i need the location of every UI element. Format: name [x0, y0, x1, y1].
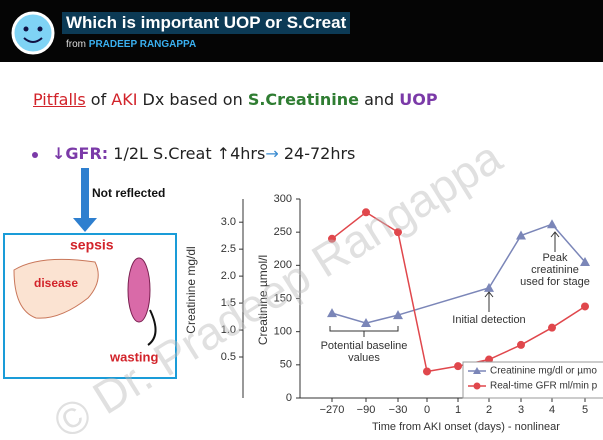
legend-marker [473, 367, 481, 374]
annotation-arrow [550, 231, 560, 252]
point [454, 362, 462, 371]
y-tick-label: 50 [280, 359, 292, 371]
heading-part: and [364, 90, 395, 109]
bullet-part: → [265, 144, 279, 163]
point [361, 318, 371, 328]
point [362, 208, 370, 217]
point [393, 310, 403, 320]
annotation: used for stage [520, 276, 590, 288]
y2-tick-label: 3.0 [221, 216, 236, 228]
author[interactable]: PRADEEP RANGAPPA [88, 39, 197, 50]
disease: disease [34, 276, 78, 290]
byline: from PRADEEP RANGAPPA [66, 39, 196, 50]
annotation: Initial detection [452, 314, 525, 326]
sepsis: sepsis [70, 237, 114, 253]
x-tick-label: 2 [486, 404, 492, 416]
diagram-box [3, 233, 177, 379]
y2-tick-label: 0.5 [221, 351, 236, 363]
x-tick-label: −90 [357, 404, 376, 416]
wasting: wasting [109, 349, 158, 364]
point [484, 282, 494, 292]
y-axis-label: Creatinine µmol/l [256, 255, 270, 345]
logo-eye [23, 26, 29, 32]
y2-tick-label: 2.5 [221, 243, 236, 255]
down-arrow [81, 168, 89, 218]
from: from [66, 39, 86, 50]
bracket [329, 326, 399, 337]
y2-tick-label: 2.0 [221, 270, 236, 282]
x-tick-label: 5 [582, 404, 588, 416]
legend-label: Real-time GFR ml/min p [490, 381, 598, 392]
heading-part: of [90, 90, 107, 109]
header-bar: Which is important UOP or S.Creat from P… [0, 0, 603, 62]
bullet-part: 1/2L S.Creat ↑4hrs [113, 144, 266, 163]
logo [11, 11, 55, 55]
point [328, 234, 336, 243]
bullet: ↓GFR: 1/2L S.Creat ↑4hrs→ 24-72hrs [32, 144, 355, 163]
x-tick-label: 4 [549, 404, 555, 416]
logo-eye [37, 26, 43, 32]
muscle [127, 257, 151, 323]
x-tick-label: −30 [389, 404, 408, 416]
x-tick-label: 1 [455, 404, 461, 416]
wasting-arrow [147, 309, 157, 346]
y-tick-label: 150 [274, 292, 292, 304]
heading-part: S.Creatinine [247, 90, 359, 109]
bullet-part: 24-72hrs [283, 144, 356, 163]
title[interactable]: Which is important UOP or S.Creat [62, 12, 351, 34]
x-tick-label: 0 [424, 404, 430, 416]
bullet-part: ↓GFR: [52, 144, 109, 163]
heading-part: AKI [111, 90, 138, 109]
annotation: creatinine [531, 264, 579, 276]
point [581, 302, 589, 311]
point [547, 219, 557, 229]
y2-tick-label: 1.0 [221, 324, 236, 336]
point [516, 230, 526, 240]
point [580, 257, 590, 267]
slide-heading: Pitfalls of AKI Dx based on S.Creatinine… [33, 90, 438, 109]
y-tick-label: 250 [274, 226, 292, 238]
point [548, 323, 556, 332]
heading-part: UOP [399, 90, 438, 109]
annotation: values [348, 352, 380, 364]
legend-marker [473, 382, 481, 390]
x-tick-label: 3 [518, 404, 524, 416]
point [327, 308, 337, 318]
annotation: Potential baseline [321, 340, 408, 352]
y2-axis-label: Creatinine mg/dl [184, 246, 198, 333]
logo-smile [23, 37, 43, 43]
x-tick-label: −270 [320, 404, 345, 416]
y-tick-label: 300 [274, 193, 292, 205]
arrow-label: Not reflected [92, 186, 165, 200]
point [423, 367, 431, 376]
x-axis-label: Time from AKI onset (days) - nonlinear [372, 421, 560, 433]
y-tick-label: 100 [274, 326, 292, 338]
watermark: © Dr. Pradeep Rangappa [44, 130, 511, 440]
bullet-dot [32, 151, 38, 158]
down-arrow-head [73, 218, 97, 232]
point [517, 340, 525, 349]
y-tick-label: 200 [274, 259, 292, 271]
liver [13, 258, 99, 319]
annotation: Peak [542, 252, 568, 264]
point [394, 228, 402, 237]
y-tick-label: 0 [286, 392, 292, 404]
annotation-arrow [484, 291, 494, 312]
legend [462, 361, 603, 399]
heading-part: Pitfalls [33, 90, 86, 109]
legend-label: Creatinine mg/dl or µmo [490, 366, 597, 377]
heading-part: Dx based on [142, 90, 243, 109]
y2-tick-label: 1.5 [221, 297, 236, 309]
